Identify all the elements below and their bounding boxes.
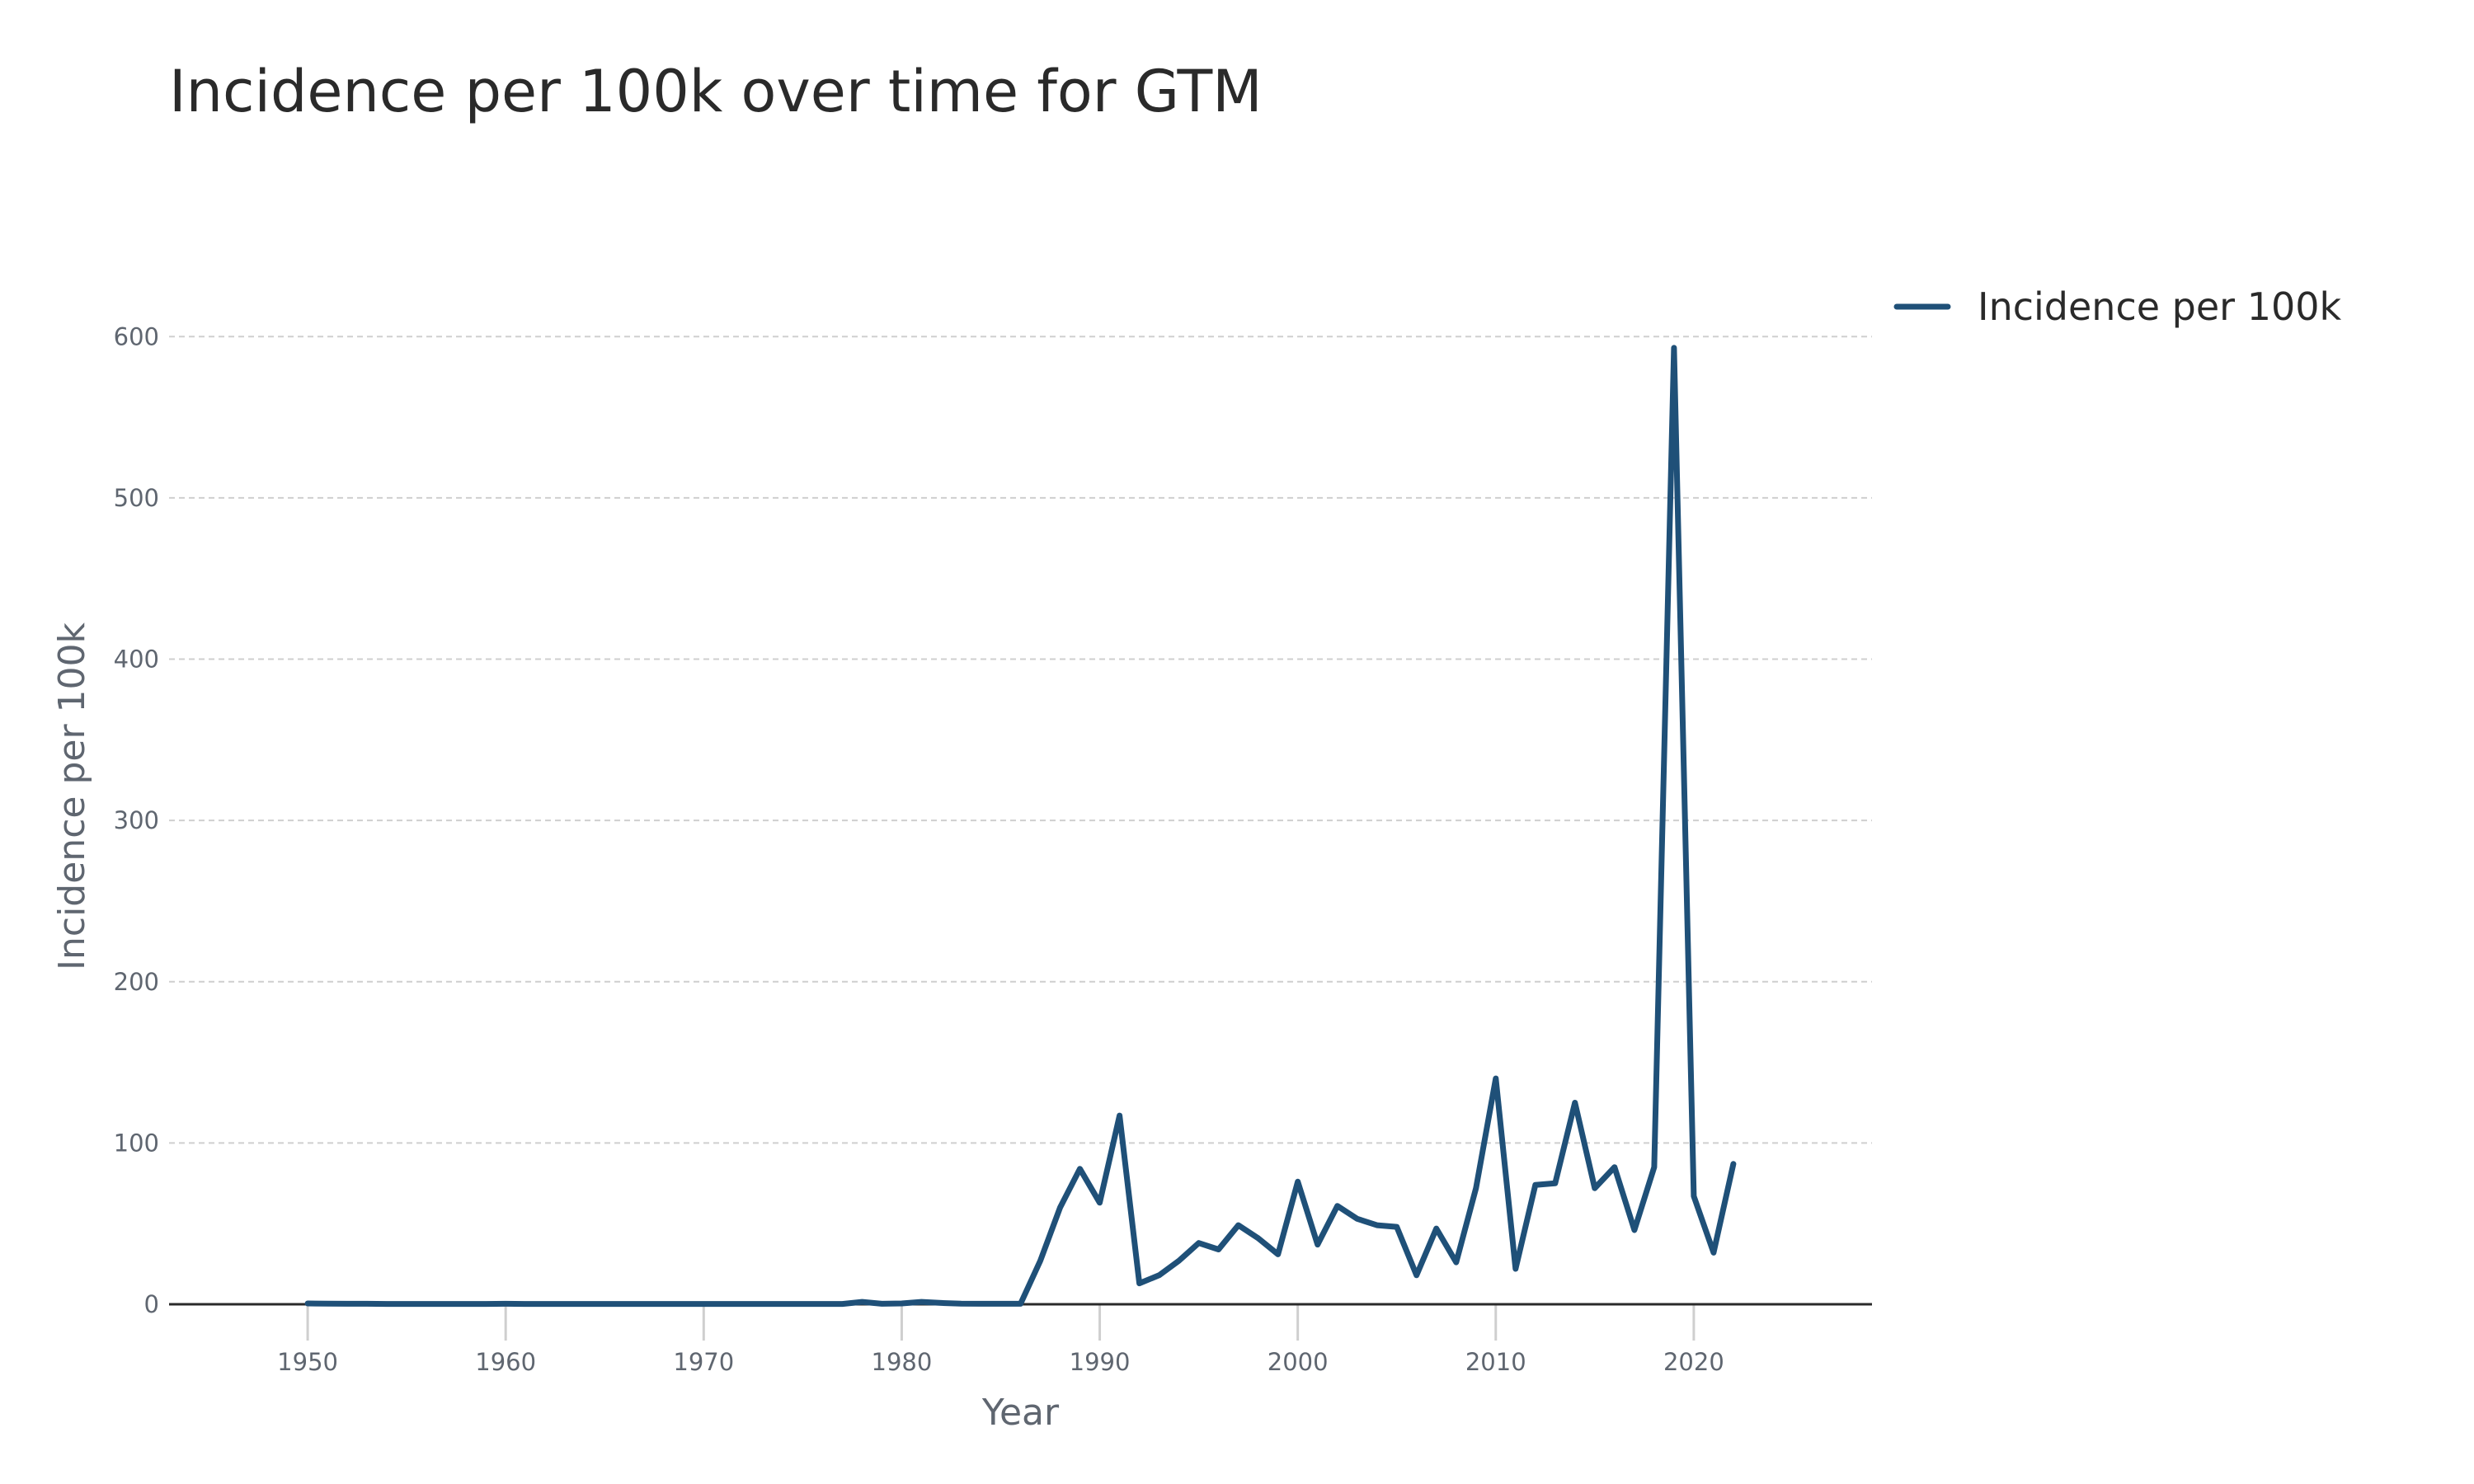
y-axis-tick-labels: 0 100 200 300 400 500 600 xyxy=(114,322,159,1318)
x-axis-title: Year xyxy=(981,1392,1060,1434)
legend-label[interactable]: Incidence per 100k xyxy=(1978,284,2341,329)
legend[interactable]: Incidence per 100k xyxy=(1893,284,2341,329)
y-tick-label: 400 xyxy=(114,646,159,674)
x-tick-label: 2010 xyxy=(1465,1348,1526,1376)
x-tick-label: 2020 xyxy=(1663,1348,1724,1376)
y-tick-label: 500 xyxy=(114,484,159,512)
x-tick-label: 1960 xyxy=(475,1348,536,1376)
y-tick-label: 0 xyxy=(144,1290,159,1318)
x-tick-label: 1980 xyxy=(872,1348,933,1376)
y-tick-label: 100 xyxy=(114,1129,159,1157)
x-tick-label: 2000 xyxy=(1268,1348,1329,1376)
x-tick-label: 1990 xyxy=(1070,1348,1131,1376)
x-axis-ticks xyxy=(306,1304,1696,1341)
y-tick-label: 300 xyxy=(114,806,159,834)
y-tick-label: 600 xyxy=(114,322,159,350)
chart-title: Incidence per 100k over time for GTM xyxy=(169,58,1263,125)
x-tick-label: 1970 xyxy=(673,1348,734,1376)
gridlines xyxy=(169,336,1872,1144)
y-axis-title: Incidence per 100k xyxy=(51,622,93,970)
series-line[interactable] xyxy=(304,345,1737,1308)
y-tick-label: 200 xyxy=(114,968,159,996)
x-axis-tick-labels: 1950 1960 1970 1980 1990 2000 2010 2020 xyxy=(277,1348,1724,1376)
x-tick-label: 1950 xyxy=(277,1348,338,1376)
series-layer xyxy=(304,345,1737,1308)
